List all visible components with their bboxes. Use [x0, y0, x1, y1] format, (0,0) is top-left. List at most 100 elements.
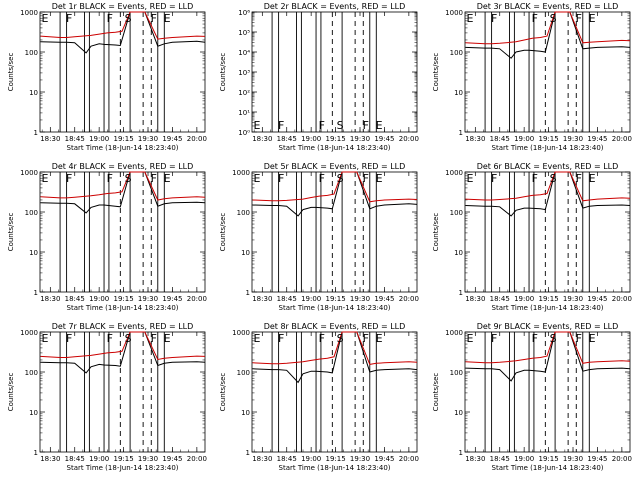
x-tick-label: 19:15 — [538, 455, 558, 463]
chart-title: Det 5r BLACK = Events, RED = LLD — [264, 162, 406, 171]
x-tick-label: 18:30 — [252, 455, 272, 463]
y-tick-label: 1 — [34, 289, 38, 297]
x-tick-label: 18:45 — [277, 135, 297, 143]
x-tick-label: 19:15 — [325, 455, 345, 463]
y-tick-label: 100 — [237, 209, 250, 217]
x-tick-label: 19:30 — [138, 455, 158, 463]
event-marker-label: E — [164, 172, 171, 185]
y-tick-label: 1 — [246, 289, 250, 297]
event-marker-label: F — [576, 332, 582, 345]
x-tick-label: 19:45 — [587, 455, 607, 463]
event-marker-label: E — [589, 12, 596, 25]
x-tick-label: 19:30 — [350, 295, 370, 303]
x-tick-label: 19:00 — [301, 455, 321, 463]
y-tick-label: 1000 — [232, 169, 250, 177]
lld-series-line — [40, 331, 206, 361]
event-marker-label: S — [550, 172, 557, 185]
lld-series-line — [252, 331, 418, 365]
plot-frame — [464, 331, 631, 453]
chart-title: Det 6r BLACK = Events, RED = LLD — [477, 162, 619, 171]
event-marker-label: F — [151, 332, 157, 345]
x-tick-label: 19:30 — [138, 135, 158, 143]
event-marker-label: E — [376, 332, 383, 345]
y-axis-label: Counts/sec — [7, 213, 15, 252]
chart-title: Det 3r BLACK = Events, RED = LLD — [477, 2, 619, 11]
y-tick-label: 10⁵ — [238, 29, 250, 37]
events-series-line — [40, 171, 206, 214]
event-marker-label: E — [376, 119, 383, 132]
y-tick-label: 1000 — [20, 329, 38, 337]
x-tick-label: 18:30 — [40, 295, 60, 303]
y-tick-label: 10¹ — [238, 109, 250, 117]
x-tick-label: 19:00 — [514, 295, 534, 303]
x-tick-label: 19:15 — [113, 455, 133, 463]
events-series-line — [40, 331, 206, 374]
event-marker-label: S — [550, 12, 557, 25]
x-tick-label: 19:45 — [162, 295, 182, 303]
x-tick-label: 19:45 — [374, 135, 394, 143]
x-tick-label: 18:45 — [277, 295, 297, 303]
plot-frame — [464, 171, 631, 293]
event-marker-label: F — [319, 172, 325, 185]
event-marker-label: E — [589, 172, 596, 185]
y-tick-label: 100 — [25, 49, 38, 57]
y-tick-label: 10³ — [238, 69, 250, 77]
event-marker-label: E — [254, 172, 261, 185]
chart-panel-7: Det 7r BLACK = Events, RED = LLD 1 10 100 10… — [7, 322, 207, 472]
events-series-line — [465, 11, 631, 59]
x-tick-label: 19:00 — [89, 135, 109, 143]
y-tick-label: 100 — [450, 49, 463, 57]
event-marker-label: E — [376, 172, 383, 185]
event-marker-label: F — [319, 332, 325, 345]
x-tick-label: 20:00 — [187, 295, 207, 303]
event-marker-label: E — [254, 119, 261, 132]
y-tick-label: 10 — [454, 409, 463, 417]
event-marker-label: F — [107, 172, 113, 185]
events-series-line — [465, 331, 631, 382]
x-tick-label: 20:00 — [612, 295, 632, 303]
event-marker-label: F — [66, 172, 72, 185]
x-tick-label: 19:00 — [89, 455, 109, 463]
event-marker-label: F — [576, 12, 582, 25]
y-tick-label: 100 — [25, 209, 38, 217]
x-tick-label: 20:00 — [187, 135, 207, 143]
x-tick-label: 19:15 — [538, 295, 558, 303]
y-tick-label: 10 — [454, 89, 463, 97]
x-tick-label: 20:00 — [612, 135, 632, 143]
chart-title: Det 7r BLACK = Events, RED = LLD — [52, 322, 194, 331]
x-tick-label: 20:00 — [399, 295, 419, 303]
event-marker-label: F — [363, 119, 369, 132]
lld-series-line — [40, 171, 206, 201]
event-marker-label: F — [66, 12, 72, 25]
y-tick-label: 1 — [34, 129, 38, 137]
y-tick-label: 1 — [459, 289, 463, 297]
x-tick-label: 19:45 — [162, 135, 182, 143]
event-marker-label: F — [491, 172, 497, 185]
x-tick-label: 20:00 — [612, 455, 632, 463]
y-tick-label: 10 — [241, 409, 250, 417]
x-axis-label: Start Time (18-Jun-14 18:23:40) — [279, 144, 391, 152]
lld-series-line — [252, 171, 418, 203]
y-tick-label: 1 — [459, 129, 463, 137]
x-axis-label: Start Time (18-Jun-14 18:23:40) — [67, 144, 179, 152]
x-tick-label: 18:30 — [252, 135, 272, 143]
x-tick-label: 20:00 — [187, 455, 207, 463]
chart-title: Det 2r BLACK = Events, RED = LLD — [264, 2, 406, 11]
y-tick-label: 1 — [459, 449, 463, 457]
y-axis-label: Counts/sec — [432, 53, 440, 92]
chart-title: Det 4r BLACK = Events, RED = LLD — [52, 162, 194, 171]
event-marker-label: F — [107, 332, 113, 345]
plot-frame — [39, 331, 206, 453]
event-marker-label: F — [576, 172, 582, 185]
plot-frame — [39, 171, 206, 293]
x-axis-label: Start Time (18-Jun-14 18:23:40) — [492, 464, 604, 472]
x-axis-label: Start Time (18-Jun-14 18:23:40) — [67, 464, 179, 472]
x-tick-label: 19:15 — [113, 135, 133, 143]
y-tick-label: 10⁶ — [238, 9, 250, 17]
x-axis-label: Start Time (18-Jun-14 18:23:40) — [279, 304, 391, 312]
x-axis-label: Start Time (18-Jun-14 18:23:40) — [67, 304, 179, 312]
chart-panel-2: Det 2r BLACK = Events, RED = LLD 10⁰ 10¹ 10… — [219, 2, 419, 152]
event-marker-label: S — [550, 332, 557, 345]
y-axis-label: Counts/sec — [7, 373, 15, 412]
